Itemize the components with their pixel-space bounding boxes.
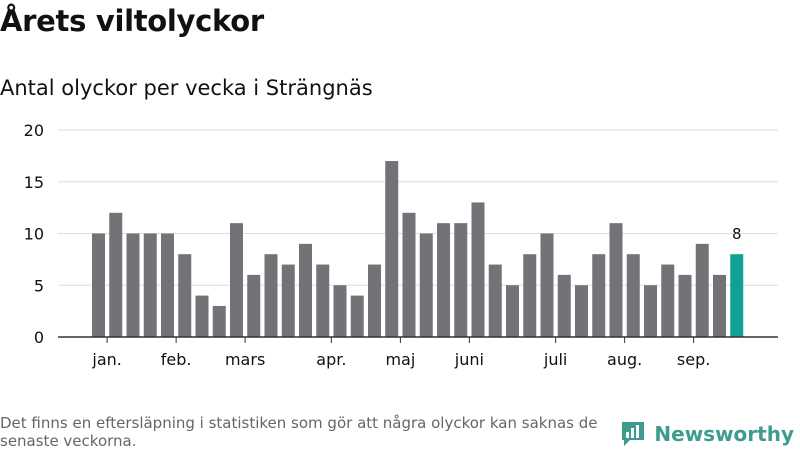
bar [402, 212, 416, 337]
y-tick-label: 5 [34, 276, 44, 295]
bar [419, 233, 433, 337]
bar [626, 254, 640, 337]
x-tick-label: juni [454, 350, 484, 369]
y-tick-label: 20 [24, 121, 44, 140]
bar [437, 223, 450, 337]
x-tick-label: juli [543, 350, 567, 369]
bar [281, 264, 295, 337]
bar [661, 264, 675, 337]
bar [678, 274, 692, 337]
x-tick-label: apr. [316, 350, 346, 369]
bar-value-label: 8 [732, 225, 742, 243]
x-tick-label: mars [225, 350, 265, 369]
bar [109, 212, 123, 337]
x-tick-label: jan. [91, 350, 121, 369]
x-tick-label: sep. [677, 350, 710, 369]
bar [609, 223, 623, 337]
bar [350, 295, 364, 337]
bar [316, 264, 330, 337]
bar [126, 233, 140, 337]
bar [644, 285, 657, 337]
x-tick-label: aug. [607, 350, 642, 369]
x-tick-label: feb. [161, 350, 192, 369]
brand-name: Newsworthy [654, 422, 794, 446]
footnote: Det finns en eftersläpning i statistiken… [0, 414, 598, 450]
x-tick-label: maj [385, 350, 415, 369]
bar [695, 243, 709, 337]
bar [592, 254, 606, 337]
bar [713, 274, 726, 337]
bar [575, 285, 588, 337]
bar [385, 161, 399, 337]
bar [264, 254, 278, 337]
bar [178, 254, 192, 337]
brand-logo: Newsworthy [620, 420, 794, 448]
newsworthy-logo-icon [622, 422, 645, 446]
bar [212, 305, 226, 337]
bar [247, 274, 261, 337]
y-tick-label: 15 [24, 173, 44, 192]
bar [161, 233, 174, 337]
bar [454, 223, 468, 337]
bar [368, 264, 381, 337]
bar [230, 223, 243, 337]
bar [540, 233, 554, 337]
bar [333, 285, 347, 337]
bar-chart: 0 5 10 15 20 8 jan. feb. mars apr. maj juni juli aug.… [24, 121, 778, 369]
bar [299, 243, 312, 337]
y-tick-label: 0 [34, 328, 44, 347]
bar [488, 264, 502, 337]
bar [523, 254, 537, 337]
chart-subtitle: Antal olyckor per vecka i Strängnäs [0, 76, 373, 100]
bar [506, 285, 519, 337]
bar [143, 233, 157, 337]
chart-title: Årets viltolyckor [0, 4, 264, 38]
bar [557, 274, 571, 337]
y-tick-label: 10 [24, 225, 44, 244]
bar [471, 202, 485, 337]
bar [195, 295, 209, 337]
bar [92, 233, 105, 337]
bar-highlight [730, 254, 744, 337]
